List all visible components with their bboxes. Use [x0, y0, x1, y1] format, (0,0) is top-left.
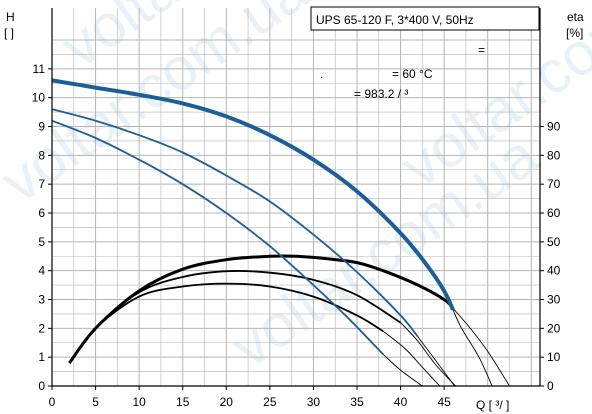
- y-right-tick-label: 90: [547, 120, 561, 134]
- grid: [51, 8, 540, 387]
- head-tail-curve: [417, 336, 455, 387]
- y-left-tick-label: 6: [38, 206, 45, 220]
- y-right-tick-label: 30: [547, 293, 561, 307]
- x-tick-label: 45: [437, 395, 451, 409]
- y-left-tick-label: 9: [38, 120, 45, 134]
- x-tick-label: 0: [49, 395, 56, 409]
- watermark: voltar.com.uavoltar.com.uavoltar.com.uav…: [0, 0, 592, 381]
- y-left-tick-label: 8: [38, 148, 45, 162]
- head-curve: [51, 108, 419, 338]
- info-line-2: .: [320, 67, 323, 81]
- watermark-text: voltar.com.ua: [0, 0, 320, 216]
- info-line-1: =: [478, 43, 485, 57]
- y-left-tick-label: 0: [38, 379, 45, 393]
- y-right-unit: [%]: [566, 26, 583, 40]
- y-right-tick-label: 10: [547, 350, 561, 364]
- eta-tail-curve: [400, 322, 456, 387]
- x-tick-label: 10: [132, 395, 146, 409]
- eta-curve: [68, 282, 384, 364]
- y-right-tick-label: 60: [547, 206, 561, 220]
- chart-title: UPS 65-120 F, 3*400 V, 50Hz: [316, 13, 474, 27]
- y-left-unit: [ ]: [4, 26, 14, 40]
- title-box: [310, 6, 540, 31]
- head-tail-curve: [382, 353, 423, 387]
- y-left-tick-label: 7: [38, 177, 45, 191]
- watermark-text: voltar.com.ua: [219, 121, 550, 381]
- y-left-tick-label: 4: [38, 264, 45, 278]
- info-line-4: = 983.2 / ³: [354, 87, 408, 101]
- labels: H [ ] eta [%] Q [ ³/ ]: [4, 10, 584, 412]
- y-left-tick-label: 1: [38, 350, 45, 364]
- x-tick-label: 25: [263, 395, 277, 409]
- y-right-tick-label: 50: [547, 235, 561, 249]
- head-curve: [51, 78, 455, 311]
- y-right-tick-label: 20: [547, 321, 561, 335]
- y-left-tick-label: 5: [38, 235, 45, 249]
- curves: [51, 78, 510, 387]
- x-tick-label: 15: [176, 395, 190, 409]
- x-tick-label: 20: [220, 395, 234, 409]
- y-right-tick-label: 70: [547, 177, 561, 191]
- y-right-tick-label: 0: [547, 379, 554, 393]
- eta-tail-curve: [452, 307, 510, 387]
- head-tail-curve: [452, 309, 493, 387]
- x-tick-label: 5: [92, 395, 99, 409]
- x-tick-label: 40: [394, 395, 408, 409]
- y-left-tick-label: 3: [38, 293, 45, 307]
- info-line-3: = 60 °C: [392, 67, 433, 81]
- y-right-tick-label: 80: [547, 148, 561, 162]
- eta-curve: [68, 254, 455, 364]
- axes: 0 5 10 15 20 25 30 35 40 450123456789101101020304…: [32, 8, 561, 409]
- y-right-tick-label: 40: [547, 264, 561, 278]
- eta-tail-curve: [382, 330, 441, 387]
- y-left-tick-label: 10: [32, 91, 46, 105]
- y-right-label: eta: [567, 10, 584, 24]
- y-left-tick-label: 11: [33, 62, 46, 76]
- info-box: UPS 65-120 F, 3*400 V, 50Hz = . = 60 °C …: [310, 6, 540, 101]
- y-left-tick-label: 2: [38, 321, 45, 335]
- y-left-label: H: [6, 10, 15, 24]
- head-curve: [51, 119, 384, 355]
- x-tick-label: 30: [307, 395, 321, 409]
- x-axis-label: Q [ ³/ ]: [476, 398, 509, 412]
- x-tick-label: 35: [350, 395, 364, 409]
